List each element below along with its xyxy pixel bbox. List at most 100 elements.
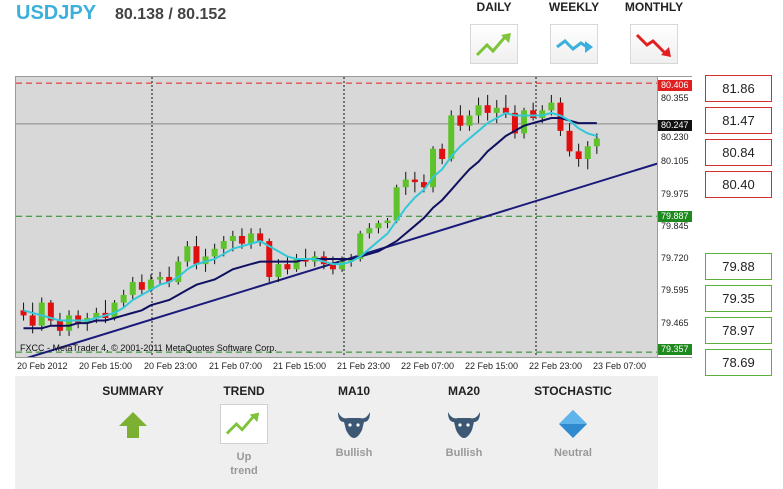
- indicator-value: Neutral: [554, 447, 592, 459]
- period-label: WEEKLY: [548, 0, 600, 14]
- bearish-candle: [457, 115, 464, 126]
- symbol-title: USDJPY: [16, 2, 97, 24]
- fast-moving-average: [23, 111, 598, 322]
- bearish-candle: [20, 310, 27, 316]
- bullish-candle: [384, 220, 391, 224]
- bullish-candle: [120, 294, 127, 303]
- bullish-candle: [66, 315, 73, 331]
- bullish-candle: [448, 115, 455, 160]
- time-axis-label: 20 Feb 15:00: [79, 361, 133, 371]
- period-daily[interactable]: DAILY: [459, 0, 529, 64]
- time-axis-label: 21 Feb 15:00: [273, 361, 327, 371]
- indicator-ma20: MA20 Bullish: [409, 384, 519, 460]
- bullish-candle: [129, 282, 136, 295]
- time-axis-label: 20 Feb 2012: [17, 361, 68, 371]
- bullish-candle: [593, 138, 600, 147]
- bullish-candle: [466, 115, 473, 126]
- price-axis-label: 79.845: [661, 221, 689, 231]
- uptrend-icon: [220, 404, 268, 444]
- bullish-candle: [38, 302, 45, 326]
- price-axis: 80.406 80.355 80.247 80.230 80.105 79.97…: [658, 76, 692, 358]
- bullish-candle: [293, 259, 300, 270]
- bearish-candle: [238, 235, 245, 244]
- diamond-icon: [559, 410, 587, 438]
- price-axis-label: 80.355: [661, 93, 689, 103]
- bearish-candle: [484, 105, 491, 113]
- bull-icon: [338, 412, 370, 438]
- time-axis: 20 Feb 2012 20 Feb 15:00 20 Feb 23:00 21…: [15, 360, 692, 376]
- bottom-level-tag: 79.357: [658, 344, 692, 355]
- indicator-trend: TREND Up trend: [189, 384, 299, 478]
- bullish-candle: [402, 179, 409, 188]
- indicator-value: Bullish: [445, 447, 483, 459]
- time-axis-label: 22 Feb 07:00: [401, 361, 455, 371]
- support-level: 79.35: [705, 285, 772, 312]
- time-axis-label: 21 Feb 23:00: [337, 361, 391, 371]
- price-chart: [15, 76, 658, 358]
- bearish-candle: [329, 264, 336, 270]
- bearish-candle: [257, 233, 264, 242]
- price-axis-label: 79.720: [661, 253, 689, 263]
- bullish-candle: [539, 110, 546, 119]
- chart-watermark: FXCC - MetaTrader 4, © 2001-2011 MetaQuo…: [20, 343, 277, 353]
- resistance-level: 81.86: [705, 75, 772, 102]
- current-price-tag: 80.247: [658, 120, 692, 131]
- bullish-candle: [93, 312, 100, 318]
- bullish-candle: [430, 148, 437, 188]
- bullish-candle: [175, 261, 182, 283]
- price-axis-label: 80.230: [661, 132, 689, 142]
- time-axis-label: 22 Feb 23:00: [529, 361, 583, 371]
- bearish-candle: [302, 259, 309, 262]
- time-axis-label: 22 Feb 15:00: [465, 361, 519, 371]
- bearish-candle: [575, 151, 582, 160]
- price-axis-label: 80.105: [661, 156, 689, 166]
- bearish-candle: [557, 102, 564, 131]
- resistance-level: 81.47: [705, 107, 772, 134]
- price-axis-label: 79.595: [661, 285, 689, 295]
- bearish-candle: [193, 246, 200, 265]
- bullish-candle: [375, 223, 382, 229]
- bearish-candle: [138, 282, 145, 290]
- bearish-candle: [47, 302, 54, 321]
- indicator-stochastic: STOCHASTIC Neutral: [518, 384, 628, 460]
- indicator-title: MA10: [337, 384, 370, 398]
- bearish-candle: [530, 110, 537, 119]
- candlestick-chart: [16, 77, 657, 357]
- bullish-candle: [275, 264, 282, 277]
- period-label: DAILY: [476, 0, 512, 14]
- bearish-candle: [420, 182, 427, 188]
- support-level: 78.69: [705, 349, 772, 376]
- bullish-candle: [393, 187, 400, 221]
- period-weekly[interactable]: WEEKLY: [539, 0, 609, 64]
- resistance-level: 80.84: [705, 139, 772, 166]
- bearish-candle: [566, 130, 573, 152]
- bearish-candle: [411, 179, 418, 183]
- support-level: 79.88: [705, 253, 772, 280]
- bearish-candle: [320, 256, 327, 265]
- bearish-candle: [284, 264, 291, 270]
- trend-line: [26, 162, 657, 357]
- slow-moving-average: [23, 117, 597, 330]
- bullish-candle: [147, 279, 154, 290]
- bullish-candle: [111, 302, 118, 318]
- mid-level-tag: 79.887: [658, 211, 692, 222]
- bullish-candle: [548, 102, 555, 111]
- bullish-candle: [220, 241, 227, 249]
- bullish-candle: [584, 146, 591, 160]
- bullish-candle: [348, 259, 355, 262]
- bullish-candle: [357, 233, 364, 260]
- time-axis-label: 20 Feb 23:00: [144, 361, 198, 371]
- bearish-candle: [502, 107, 509, 113]
- bullish-candle: [248, 233, 255, 244]
- indicator-value: Bullish: [335, 447, 373, 459]
- period-monthly[interactable]: MONTHLY: [619, 0, 689, 64]
- bullish-candle: [211, 248, 218, 257]
- indicator-value: Up trend: [230, 451, 258, 477]
- price-axis-label: 79.465: [661, 318, 689, 328]
- uptrend-icon: [470, 24, 518, 64]
- bullish-candle: [157, 276, 164, 280]
- bearish-candle: [266, 241, 273, 277]
- bull-icon: [448, 412, 480, 438]
- indicator-title: MA20: [447, 384, 480, 398]
- top-level-tag: 80.406: [658, 80, 692, 91]
